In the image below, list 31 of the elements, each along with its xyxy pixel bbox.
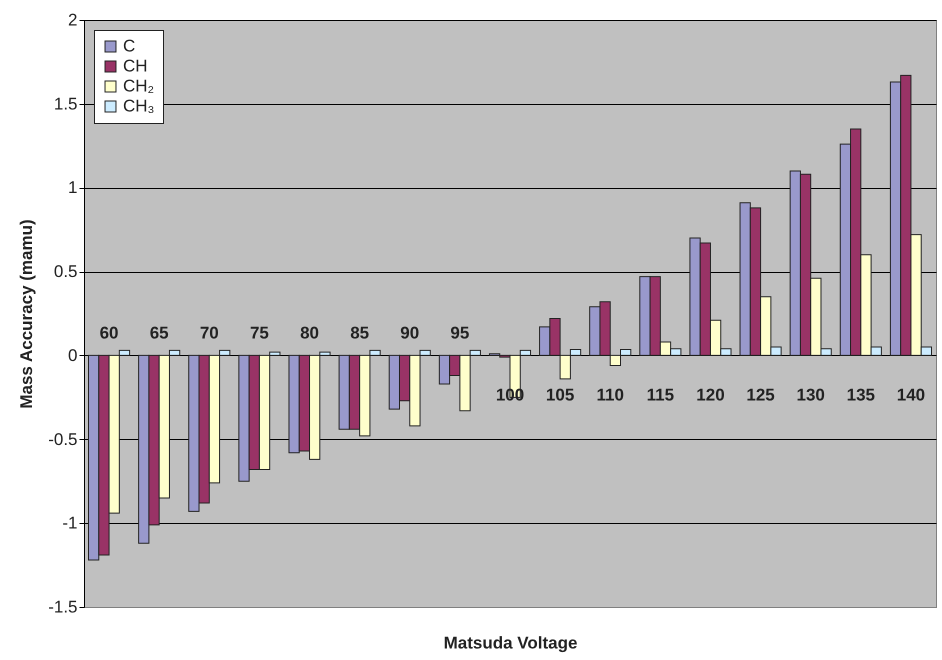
x-tick-label: 135 xyxy=(846,385,876,404)
y-tick-label: -1.5 xyxy=(48,598,78,616)
x-tick-label: 65 xyxy=(150,323,169,342)
x-tick-label: 125 xyxy=(746,385,775,404)
y-tick-label: 0.5 xyxy=(54,262,78,282)
x-tick-label: 115 xyxy=(646,385,674,404)
y-tick-label: 1.5 xyxy=(54,94,78,114)
x-tick-label: 75 xyxy=(250,323,269,342)
y-tick-label: 0 xyxy=(68,346,78,365)
x-axis-title: Matsuda Voltage xyxy=(444,634,578,652)
x-tick-label: 130 xyxy=(796,385,825,404)
legend-label: CH xyxy=(123,56,148,76)
x-tick-label: 140 xyxy=(896,385,926,404)
x-tick-label: 70 xyxy=(200,323,219,342)
legend-label: CH₂ xyxy=(123,76,154,96)
y-tick-label: -0.5 xyxy=(48,430,78,449)
y-tick-label: 2 xyxy=(68,10,78,30)
x-tick-label: 95 xyxy=(450,323,470,342)
y-axis-title: Mass Accuracy (mamu) xyxy=(17,219,36,409)
x-tick-label: 110 xyxy=(596,385,624,404)
legend-label: CH₃ xyxy=(123,96,154,116)
x-tick-label: 100 xyxy=(496,385,524,404)
legend-label: C xyxy=(123,36,136,56)
x-tick-label: 60 xyxy=(100,323,119,342)
y-tick-label: 1 xyxy=(68,178,78,198)
x-tick-label: 120 xyxy=(696,385,725,404)
y-tick-label: -1 xyxy=(62,514,78,533)
x-tick-label: 85 xyxy=(350,323,370,342)
x-tick-label: 80 xyxy=(300,323,319,342)
x-tick-label: 90 xyxy=(400,323,420,342)
x-tick-label: 105 xyxy=(546,385,574,404)
